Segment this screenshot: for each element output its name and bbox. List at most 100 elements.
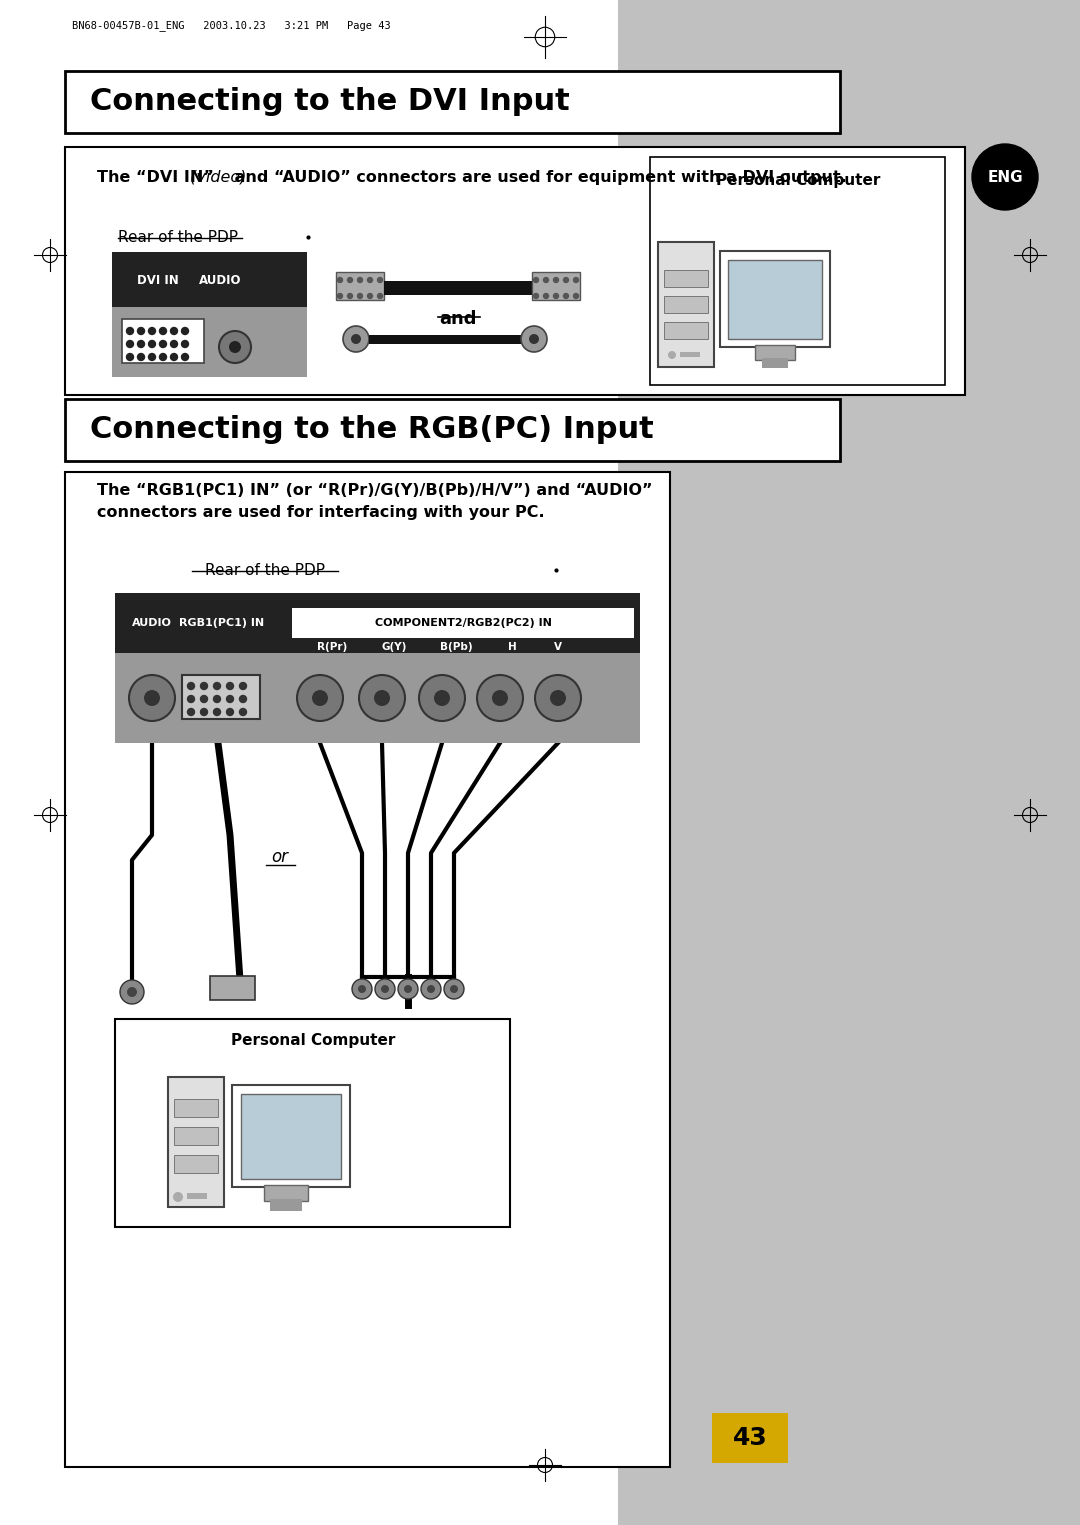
Circle shape [181,328,189,334]
Text: H: H [508,642,516,653]
Circle shape [972,143,1038,210]
Bar [270,1199,302,1211]
Text: The “DVI IN”: The “DVI IN” [97,169,214,185]
Circle shape [149,340,156,348]
Circle shape [219,331,251,363]
Bar [336,271,384,300]
Text: ENG: ENG [987,169,1023,185]
Circle shape [297,676,343,721]
Circle shape [564,293,568,299]
Circle shape [378,293,382,299]
Bar [762,358,788,368]
Circle shape [450,985,458,993]
Bar [65,72,840,133]
Bar [658,242,714,368]
Circle shape [129,676,175,721]
Bar [664,322,708,339]
Circle shape [521,326,546,352]
Circle shape [149,354,156,360]
Bar [720,252,831,348]
Text: Connecting to the DVI Input: Connecting to the DVI Input [90,87,570,116]
Circle shape [214,709,220,715]
Bar [65,400,840,461]
Circle shape [201,709,207,715]
Text: B(Pb): B(Pb) [440,642,472,653]
Circle shape [554,293,558,299]
Circle shape [367,278,373,282]
Circle shape [564,278,568,282]
Bar [532,271,580,300]
Circle shape [181,340,189,348]
Circle shape [434,689,450,706]
Circle shape [227,695,233,703]
Bar [680,352,700,357]
Text: R(Pr): R(Pr) [316,642,347,653]
Circle shape [529,334,539,345]
Circle shape [374,689,390,706]
Bar [65,146,966,395]
Text: (video): (video) [185,169,246,185]
Circle shape [534,293,539,299]
Text: The “RGB1(PC1) IN” (or “R(Pr)/G(Y)/B(Pb)/H/V”) and “AUDIO”: The “RGB1(PC1) IN” (or “R(Pr)/G(Y)/B(Pb)… [97,483,652,499]
Circle shape [120,981,144,1003]
Bar [174,1100,218,1116]
Circle shape [240,709,246,715]
Bar [264,1185,308,1202]
Circle shape [352,979,372,999]
Text: Personal Computer: Personal Computer [716,172,880,188]
Circle shape [427,985,435,993]
Bar [114,593,640,653]
Circle shape [357,278,363,282]
Bar [112,252,307,307]
Text: Personal Computer: Personal Computer [231,1032,395,1048]
Text: BN68-00457B-01_ENG   2003.10.23   3:21 PM   Page 43: BN68-00457B-01_ENG 2003.10.23 3:21 PM Pa… [72,20,391,30]
Circle shape [543,293,549,299]
Circle shape [188,709,194,715]
Circle shape [201,695,207,703]
Circle shape [399,979,418,999]
Circle shape [573,278,579,282]
Circle shape [160,328,166,334]
Circle shape [188,683,194,689]
Circle shape [171,340,177,348]
Bar [384,281,532,294]
Circle shape [669,351,676,358]
Bar [174,1154,218,1173]
Bar [168,1077,224,1206]
Circle shape [421,979,441,999]
Circle shape [357,985,366,993]
Text: and “AUDIO” connectors are used for equipment with a DVI output.: and “AUDIO” connectors are used for equi… [229,169,847,185]
Bar [112,307,307,377]
Circle shape [378,278,382,282]
Circle shape [477,676,523,721]
Circle shape [348,278,352,282]
Circle shape [149,328,156,334]
Bar [174,1127,218,1145]
Text: G(Y): G(Y) [381,642,407,653]
Circle shape [171,328,177,334]
Text: DVI IN: DVI IN [137,273,179,287]
Circle shape [127,987,137,997]
Circle shape [312,689,328,706]
Circle shape [343,326,369,352]
Circle shape [173,1193,183,1202]
Circle shape [240,695,246,703]
Circle shape [550,689,566,706]
Text: Rear of the PDP: Rear of the PDP [118,230,238,246]
Bar [712,1414,788,1462]
Circle shape [419,676,465,721]
Circle shape [404,985,411,993]
Circle shape [214,683,220,689]
Circle shape [171,354,177,360]
Circle shape [543,278,549,282]
Text: RGB1(PC1) IN: RGB1(PC1) IN [179,618,265,628]
Bar [650,157,945,384]
Bar [618,0,1080,1525]
Circle shape [444,979,464,999]
Circle shape [160,340,166,348]
Circle shape [214,695,220,703]
Bar [114,653,640,743]
Circle shape [227,683,233,689]
Circle shape [160,354,166,360]
Circle shape [201,683,207,689]
